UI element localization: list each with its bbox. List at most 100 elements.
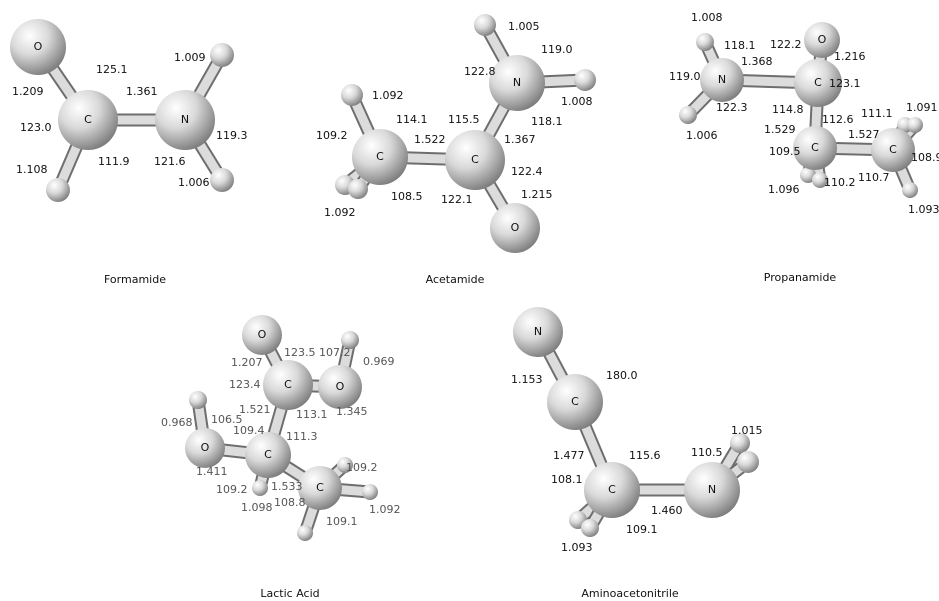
hydrogen-atom bbox=[812, 172, 828, 188]
measurement-label: 108.8 bbox=[274, 496, 306, 509]
measurement-label: 109.5 bbox=[769, 145, 801, 158]
measurement-label: 1.477 bbox=[553, 449, 585, 462]
hydrogen-atom bbox=[474, 14, 496, 36]
atom bbox=[584, 462, 640, 518]
hydrogen-atom bbox=[737, 451, 759, 473]
hydrogen-atom bbox=[581, 519, 599, 537]
atom-label: C bbox=[264, 448, 272, 461]
atom-label: C bbox=[471, 153, 479, 166]
hydrogen-atom bbox=[730, 433, 750, 453]
hydrogen-atom bbox=[337, 457, 353, 473]
atom bbox=[513, 307, 563, 357]
atom-label: C bbox=[814, 76, 822, 89]
atom bbox=[155, 90, 215, 150]
measurement-label: 1.005 bbox=[508, 20, 540, 33]
atom-label: N bbox=[708, 483, 716, 496]
measurement-label: 113.1 bbox=[296, 408, 328, 421]
measurement-label: 108.5 bbox=[391, 190, 423, 203]
hydrogen-atom bbox=[46, 178, 70, 202]
measurement-label: 1.009 bbox=[174, 51, 206, 64]
atom bbox=[298, 466, 342, 510]
hydrogen-atom bbox=[696, 33, 714, 51]
measurement-label: 111.1 bbox=[861, 107, 893, 120]
measurement-label: 111.9 bbox=[98, 155, 130, 168]
measurement-label: 111.3 bbox=[286, 430, 318, 443]
measurement-label: 119.0 bbox=[541, 43, 573, 56]
measurement-label: 1.008 bbox=[691, 11, 723, 24]
measurement-label: 1.215 bbox=[521, 188, 553, 201]
molecule: N C C N 180.0 1.153 115.6 110.5 1.015 1.477 108.1 1… bbox=[511, 307, 763, 600]
measurement-label: 1.092 bbox=[324, 206, 356, 219]
atom-label: N bbox=[534, 325, 542, 338]
measurement-label: 107.2 bbox=[319, 346, 351, 359]
molecule-name: Lactic Acid bbox=[260, 587, 319, 600]
atom bbox=[700, 58, 744, 102]
measurement-label: 1.368 bbox=[741, 55, 773, 68]
measurement-label: 109.2 bbox=[316, 129, 348, 142]
measurement-label: 119.0 bbox=[669, 70, 701, 83]
atom-label: O bbox=[258, 328, 267, 341]
atom-label: C bbox=[284, 378, 292, 391]
hydrogen-atom bbox=[252, 480, 268, 496]
measurement-label: 109.4 bbox=[233, 424, 265, 437]
atom bbox=[352, 129, 408, 185]
atom bbox=[871, 128, 915, 172]
atom-label: O bbox=[818, 33, 827, 46]
hydrogen-atom bbox=[574, 69, 596, 91]
measurement-label: 108.1 bbox=[551, 473, 583, 486]
hydrogen-atom bbox=[362, 484, 378, 500]
atom-label: C bbox=[84, 113, 92, 126]
measurement-label: 123.1 bbox=[829, 77, 861, 90]
measurement-label: 1.529 bbox=[764, 123, 796, 136]
measurement-label: 1.207 bbox=[231, 356, 263, 369]
measurement-label: 115.6 bbox=[629, 449, 661, 462]
molecule: O C N 125.1 1.361 1.009 1.209 123.0 119.3 121.6 11… bbox=[10, 19, 248, 286]
measurement-label: 1.092 bbox=[369, 503, 401, 516]
atom bbox=[10, 19, 66, 75]
hydrogen-atom bbox=[902, 182, 918, 198]
measurement-label: 1.096 bbox=[768, 183, 800, 196]
atom-label: O bbox=[34, 40, 43, 53]
measurement-label: 122.2 bbox=[770, 38, 802, 51]
measurement-label: 109.2 bbox=[216, 483, 248, 496]
measurement-label: 1.521 bbox=[239, 403, 271, 416]
measurement-label: 110.2 bbox=[824, 176, 856, 189]
measurement-label: 123.5 bbox=[284, 346, 316, 359]
measurement-label: 106.5 bbox=[211, 413, 243, 426]
measurement-label: 1.091 bbox=[906, 101, 938, 114]
measurement-label: 110.5 bbox=[691, 446, 723, 459]
measurement-label: 112.6 bbox=[822, 113, 854, 126]
measurement-label: 109.1 bbox=[326, 515, 358, 528]
atom-label: O bbox=[511, 221, 520, 234]
measurement-label: 115.5 bbox=[448, 113, 480, 126]
measurement-label: 108.9 bbox=[911, 151, 939, 164]
molecule-name: Formamide bbox=[104, 273, 166, 286]
atom bbox=[794, 59, 842, 107]
measurement-label: 109.1 bbox=[626, 523, 658, 536]
hydrogen-atom bbox=[189, 391, 207, 409]
measurement-label: 0.969 bbox=[363, 355, 395, 368]
measurement-label: 1.361 bbox=[126, 85, 158, 98]
measurement-label: 1.108 bbox=[16, 163, 48, 176]
measurement-label: 114.8 bbox=[772, 103, 804, 116]
measurement-label: 119.3 bbox=[216, 129, 248, 142]
measurement-label: 1.006 bbox=[178, 176, 210, 189]
measurement-label: 118.1 bbox=[724, 39, 756, 52]
atom bbox=[318, 365, 362, 409]
atom bbox=[58, 90, 118, 150]
measurement-label: 122.3 bbox=[716, 101, 748, 114]
measurement-label: 1.098 bbox=[241, 501, 273, 514]
measurement-label: 110.7 bbox=[858, 171, 890, 184]
measurement-label: 1.216 bbox=[834, 50, 866, 63]
atom bbox=[804, 22, 840, 58]
hydrogen-atom bbox=[679, 106, 697, 124]
hydrogen-atom bbox=[210, 43, 234, 67]
molecule: O C O C O C 1.207 123.5 107.2 0.969 123.4 1.345 1.52… bbox=[161, 315, 401, 600]
measurement-label: 1.015 bbox=[731, 424, 763, 437]
atom bbox=[185, 428, 225, 468]
atom-label: C bbox=[608, 483, 616, 496]
atom-label: C bbox=[889, 143, 897, 156]
atom bbox=[489, 55, 545, 111]
